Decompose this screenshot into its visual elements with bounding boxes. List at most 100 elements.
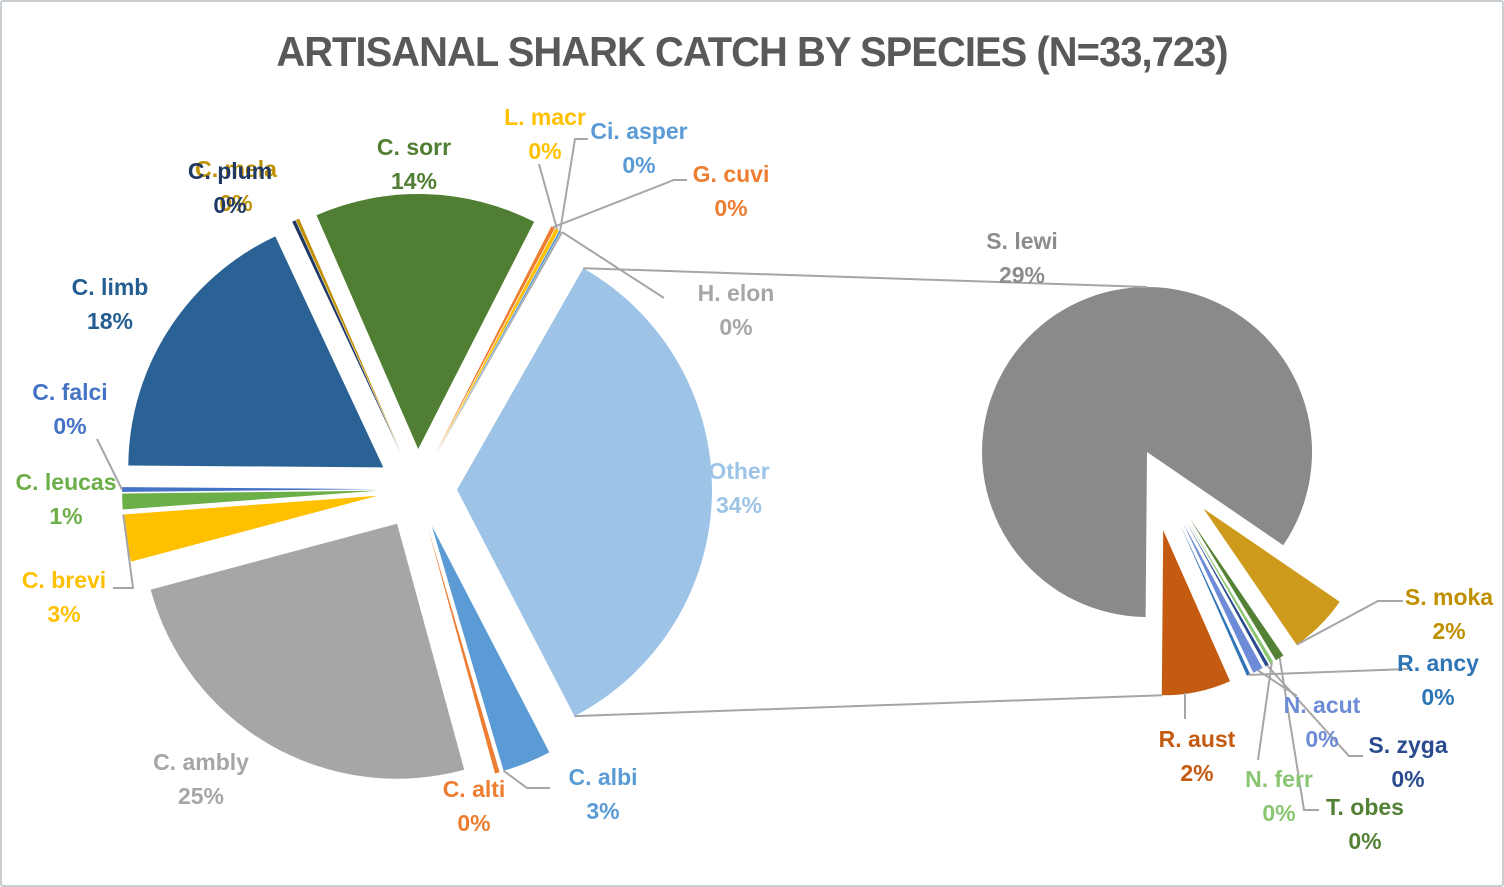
slice-label-c-sorr: C. sorr 14% bbox=[377, 130, 451, 198]
slice-c-sorr bbox=[316, 193, 535, 449]
slice-n-acut bbox=[1183, 523, 1263, 673]
slice-percent: 0% bbox=[714, 195, 748, 221]
slice-label-l-macr: L. macr 0% bbox=[504, 100, 586, 168]
slice-percent: 14% bbox=[390, 168, 438, 194]
slice-name: N. acut bbox=[1283, 692, 1361, 718]
slice-percent: 0% bbox=[53, 413, 87, 439]
slice-h-elon bbox=[436, 231, 563, 455]
slice-percent: 0% bbox=[1421, 684, 1455, 710]
leader-line bbox=[574, 694, 1162, 718]
slice-percent: 3% bbox=[47, 601, 81, 627]
slice-percent: 0% bbox=[219, 190, 253, 216]
slice-name: S. zyga bbox=[1368, 732, 1448, 758]
slice-c-leucas bbox=[122, 490, 377, 510]
slice-c-limb bbox=[128, 236, 384, 468]
slice-percent: 0% bbox=[1348, 828, 1382, 854]
slice-name: Ci. asper bbox=[590, 118, 688, 144]
leader-line bbox=[96, 438, 123, 490]
slice-label-c-leucas: C. leucas 1% bbox=[16, 465, 117, 533]
slice-other bbox=[457, 268, 713, 717]
slice-label-c-falci: C. falci 0% bbox=[32, 375, 107, 443]
slice-name: G. cuvi bbox=[692, 161, 770, 187]
slice-t-obes bbox=[1190, 519, 1284, 661]
slice-percent: 0% bbox=[1391, 766, 1425, 792]
slice-name: L. macr bbox=[504, 104, 586, 130]
slice-name: C. limb bbox=[71, 274, 149, 300]
slice-label-ci-asper: Ci. asper 0% bbox=[590, 114, 687, 182]
leader-line bbox=[503, 769, 550, 789]
slice-percent: 18% bbox=[86, 308, 134, 334]
leader-line bbox=[1278, 657, 1319, 811]
slice-label-other: Other 34% bbox=[708, 454, 769, 522]
leader-line bbox=[552, 179, 687, 229]
slice-name: R. aust bbox=[1158, 726, 1236, 752]
slice-n-ferr bbox=[1187, 520, 1274, 664]
slice-percent: 0% bbox=[528, 138, 562, 164]
slice-c-ambly bbox=[150, 523, 465, 779]
slice-c-plum bbox=[292, 220, 401, 453]
slice-c-alti bbox=[427, 527, 500, 774]
slice-name: C. falci bbox=[32, 379, 108, 405]
slice-name: C. ambly bbox=[153, 749, 249, 775]
slice-name: Other bbox=[708, 458, 770, 484]
slice-label-h-elon: H. elon 0% bbox=[698, 276, 775, 344]
slice-name: N. ferr bbox=[1245, 766, 1313, 792]
slice-s-moka bbox=[1203, 508, 1340, 645]
slice-percent: 0% bbox=[1262, 800, 1296, 826]
slice-label-c-mela: C. mela 0% bbox=[195, 152, 277, 220]
slice-percent: 34% bbox=[715, 492, 763, 518]
slice-c-mela bbox=[295, 218, 401, 453]
leader-line bbox=[113, 514, 135, 589]
slice-percent: 2% bbox=[1432, 618, 1466, 644]
slice-name: C. albi bbox=[568, 764, 638, 790]
slice-s-zyga bbox=[1186, 521, 1269, 667]
slice-name: S. moka bbox=[1404, 584, 1494, 610]
slice-ci-asper bbox=[436, 230, 561, 454]
slice-label-n-acut: N. acut 0% bbox=[1284, 688, 1361, 756]
leader-line bbox=[559, 138, 588, 232]
slice-label-g-cuvi: G. cuvi 0% bbox=[693, 157, 770, 225]
slice-label-n-ferr: N. ferr 0% bbox=[1245, 762, 1313, 830]
slice-percent: 0% bbox=[719, 314, 753, 340]
slice-s-lewi bbox=[982, 287, 1313, 617]
leader-line bbox=[538, 163, 559, 230]
slice-label-s-zyga: S. zyga 0% bbox=[1368, 728, 1447, 796]
leader-line bbox=[1266, 664, 1363, 757]
slice-label-t-obes: T. obes 0% bbox=[1326, 790, 1404, 858]
slice-c-falci bbox=[121, 487, 378, 492]
slice-name: S. lewi bbox=[986, 228, 1058, 254]
slice-g-cuvi bbox=[435, 226, 555, 454]
slice-r-aust bbox=[1161, 530, 1230, 696]
slice-c-albi bbox=[431, 526, 550, 771]
slice-name: T. obes bbox=[1326, 794, 1404, 820]
slice-percent: 25% bbox=[177, 783, 225, 809]
slice-name: C. mela bbox=[195, 156, 277, 182]
slice-label-c-brevi: C. brevi 3% bbox=[22, 563, 106, 631]
chart-title: ARTISANAL SHARK CATCH BY SPECIES (N=33,7… bbox=[276, 28, 1228, 75]
slice-percent: 2% bbox=[1180, 760, 1214, 786]
slice-percent: 3% bbox=[586, 798, 620, 824]
slice-name: R. ancy bbox=[1397, 650, 1479, 676]
slice-label-r-aust: R. aust 2% bbox=[1159, 722, 1236, 790]
slice-label-c-limb: C. limb 18% bbox=[72, 270, 149, 338]
slice-label-c-alti: C. alti 0% bbox=[443, 772, 506, 840]
slice-percent: 29% bbox=[998, 262, 1046, 288]
slice-label-c-ambly: C. ambly 25% bbox=[153, 745, 249, 813]
slice-name: C. leucas bbox=[15, 469, 117, 495]
slice-percent: 0% bbox=[1305, 726, 1339, 752]
slice-name: C. sorr bbox=[376, 134, 452, 160]
slice-label-c-plum: C. plum 0% bbox=[188, 154, 272, 222]
leader-line bbox=[1257, 662, 1273, 761]
slice-label-r-ancy: R. ancy 0% bbox=[1397, 646, 1479, 714]
leader-line bbox=[583, 267, 1148, 288]
slice-c-brevi bbox=[123, 495, 378, 562]
slice-l-macr bbox=[436, 228, 559, 454]
leader-line bbox=[1296, 600, 1403, 646]
slice-name: C. brevi bbox=[21, 567, 107, 593]
slice-name: H. elon bbox=[697, 280, 775, 306]
slice-label-c-albi: C. albi 3% bbox=[568, 760, 637, 828]
slice-label-s-lewi: S. lewi 29% bbox=[986, 224, 1058, 292]
